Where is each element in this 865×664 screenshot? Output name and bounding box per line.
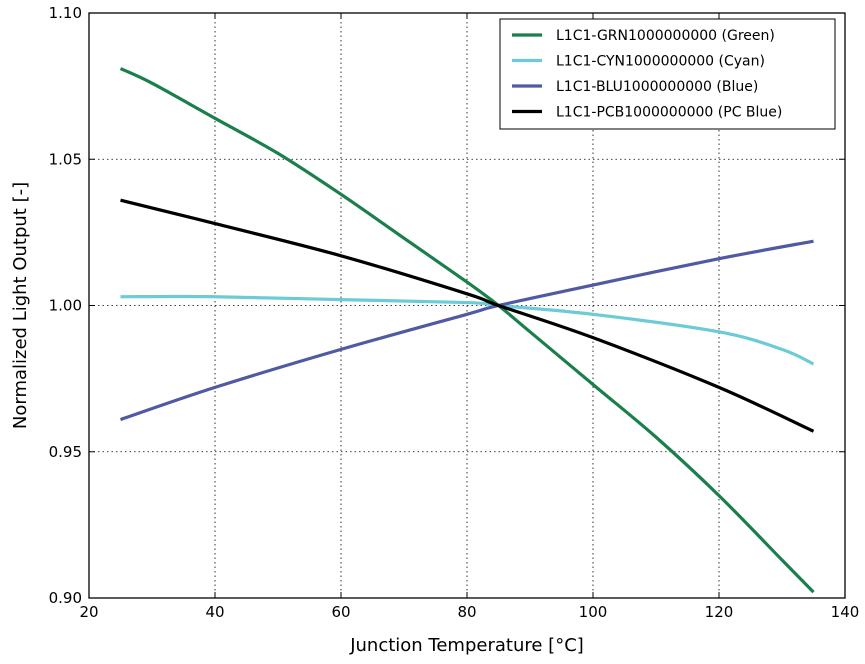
y-axis-title: Normalized Light Output [-] <box>10 182 31 429</box>
axis-ticks: 20 40 60 80 100 120 140 0.90 0.95 1.00 1.05 1.10 <box>49 4 860 621</box>
legend-box <box>499 18 836 130</box>
x-tick-label: 60 <box>331 603 350 621</box>
x-tick-label: 20 <box>79 603 98 621</box>
y-tick-label: 1.00 <box>49 297 82 315</box>
x-tick-label: 120 <box>705 603 734 621</box>
x-axis-title: Junction Temperature [°C] <box>349 635 584 656</box>
legend-label: L1C1-PCB1000000000 (PC Blue) <box>556 105 782 121</box>
series-line-3 <box>120 198 815 433</box>
y-tick-label: 0.90 <box>49 589 82 607</box>
y-tick-label: 0.95 <box>49 443 82 461</box>
y-tick-label: 1.05 <box>49 150 82 168</box>
series-line-0 <box>119 67 815 594</box>
x-tick-label: 40 <box>205 603 224 621</box>
x-tick-label: 140 <box>831 603 860 621</box>
grid <box>89 13 845 598</box>
legend: L1C1-GRN1000000000 (Green) L1C1-CYN100000… <box>499 18 836 130</box>
x-tick-label: 100 <box>579 603 608 621</box>
y-tick-label: 1.10 <box>49 4 82 22</box>
legend-label: L1C1-CYN1000000000 (Cyan) <box>556 54 765 70</box>
x-tick-label: 80 <box>457 603 476 621</box>
legend-label: L1C1-GRN1000000000 (Green) <box>556 28 775 44</box>
series-lines <box>119 67 815 594</box>
legend-label: L1C1-BLU1000000000 (Blue) <box>556 79 758 95</box>
series-line-2 <box>119 239 814 422</box>
